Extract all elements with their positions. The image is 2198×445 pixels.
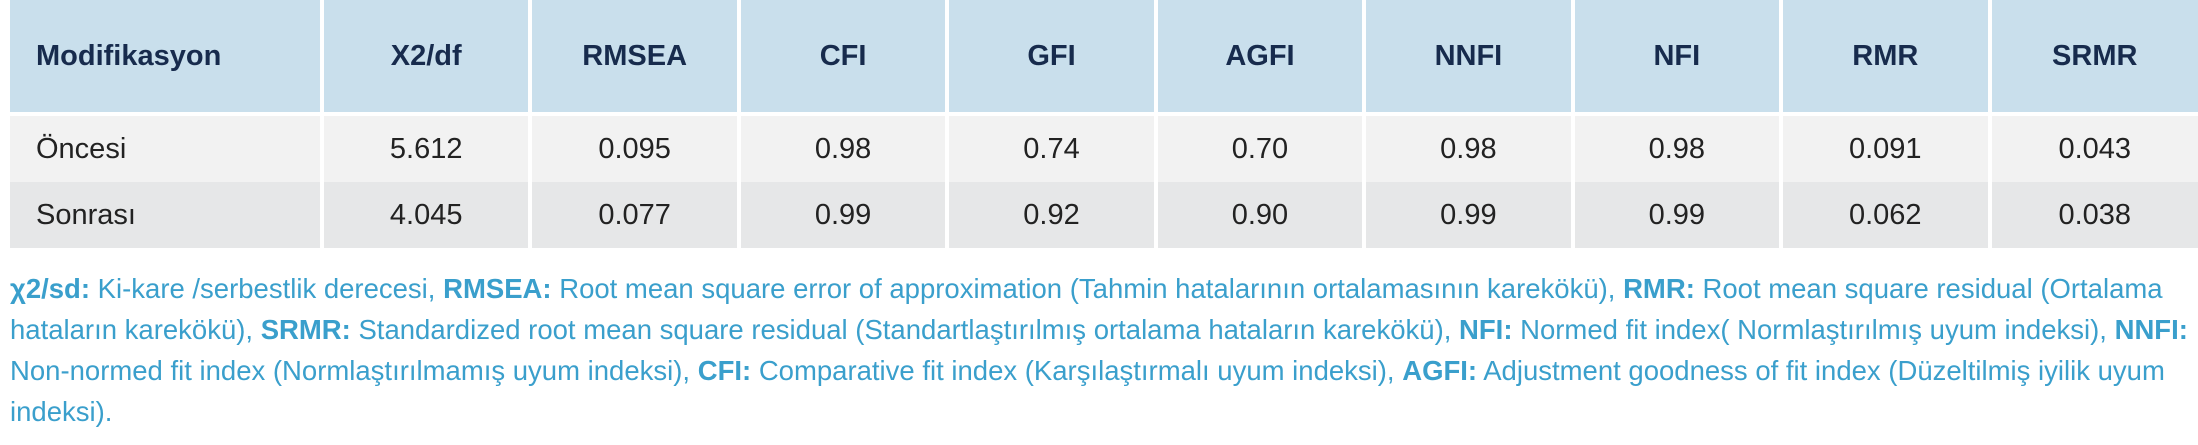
- table-cell: 0.99: [1364, 182, 1575, 248]
- table-cell: 0.095: [530, 114, 741, 182]
- footnote-term: CFI:: [697, 355, 752, 386]
- row-label: Öncesi: [10, 114, 324, 182]
- table-cell: 0.062: [1781, 182, 1992, 248]
- table-cell: 0.98: [1572, 114, 1784, 182]
- header-cell: SRMR: [1989, 0, 2198, 116]
- header-cell: NNFI: [1364, 0, 1575, 116]
- table-cell: 0.92: [947, 182, 1158, 248]
- table-row: Öncesi 5.612 0.095 0.98 0.74 0.70 0.98 0.98 0.09…: [10, 114, 2198, 182]
- table-cell: 0.98: [1364, 114, 1575, 182]
- header-cell: RMR: [1781, 0, 1992, 116]
- footnote-definition: Root mean square residual (Ortalama hata…: [10, 273, 2163, 345]
- table-body: Öncesi 5.612 0.095 0.98 0.74 0.70 0.98 0.98 0.09…: [10, 114, 2198, 248]
- header-cell: AGFI: [1155, 0, 1367, 116]
- header-cell: X2/df: [322, 0, 533, 116]
- header-cell: NFI: [1572, 0, 1784, 116]
- header-cell: RMSEA: [530, 0, 741, 116]
- footnote-definition: Standardized root mean square residual (…: [358, 314, 1452, 345]
- fit-table: Modifikasyon X2/df RMSEA CFI GFI AGFI NNFI NFI R…: [10, 0, 2198, 248]
- header-cell: GFI: [947, 0, 1158, 116]
- footnote: χ2/sd: Ki-kare /serbestlik derecesi, RMS…: [10, 268, 2190, 432]
- table-cell: 0.74: [947, 114, 1158, 182]
- footnote-term: χ2/sd:: [10, 273, 91, 304]
- table-cell: 0.99: [1572, 182, 1784, 248]
- footnote-definition: Comparative fit index (Karşılaştırmalı u…: [758, 355, 1395, 386]
- footnote-term: AGFI:: [1402, 355, 1478, 386]
- table-cell: 0.038: [1989, 182, 2198, 248]
- footnote-definition: Ki-kare /serbestlik derecesi,: [97, 273, 436, 304]
- footnote-definition: Adjustment goodness of fit index (Düzelt…: [10, 355, 2165, 427]
- table-cell: 5.612: [322, 114, 533, 182]
- table-row: Sonrası 4.045 0.077 0.99 0.92 0.90 0.99 0.99 0.0…: [10, 182, 2198, 248]
- table-cell: 0.091: [1781, 114, 1992, 182]
- table-cell: 0.70: [1155, 114, 1367, 182]
- footnote-term: RMSEA:: [443, 273, 552, 304]
- header-cell: CFI: [738, 0, 950, 116]
- footnote-term: RMR:: [1623, 273, 1695, 304]
- table-cell: 0.077: [530, 182, 741, 248]
- footnote-definition: Non-normed fit index (Normlaştırılmamış …: [10, 355, 691, 386]
- footnote-definition: Root mean square error of approximation …: [559, 273, 1616, 304]
- table-container: Modifikasyon X2/df RMSEA CFI GFI AGFI NNFI NFI R…: [10, 0, 2198, 248]
- table-cell: 0.98: [738, 114, 950, 182]
- header-cell: Modifikasyon: [10, 0, 324, 116]
- footnote-term: NNFI:: [2114, 314, 2188, 345]
- table-cell: 0.90: [1155, 182, 1367, 248]
- table-cell: 0.043: [1989, 114, 2198, 182]
- footnote-term: SRMR:: [260, 314, 351, 345]
- header-row: Modifikasyon X2/df RMSEA CFI GFI AGFI NNFI NFI R…: [10, 0, 2198, 116]
- footnote-definition: Normed fit index( Normlaştırılmış uyum i…: [1520, 314, 2107, 345]
- footnote-term: NFI:: [1459, 314, 1513, 345]
- table-cell: 0.99: [738, 182, 950, 248]
- table-cell: 4.045: [322, 182, 533, 248]
- row-label: Sonrası: [10, 182, 324, 248]
